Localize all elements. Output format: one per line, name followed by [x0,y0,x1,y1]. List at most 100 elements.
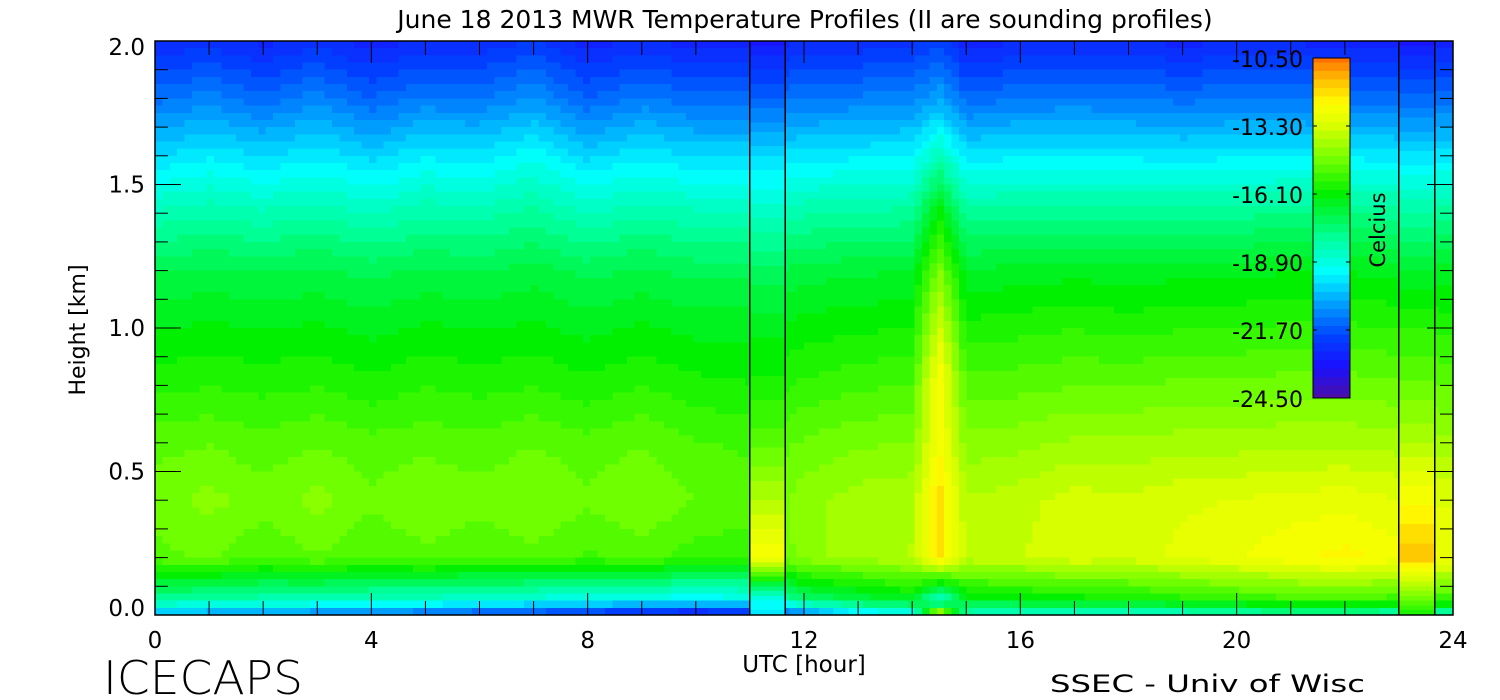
heatmap-cell [486,62,495,71]
heatmap-cell [427,105,436,114]
heatmap-cell [899,84,908,92]
heatmap-cell [1106,48,1115,56]
heatmap-cell [177,84,186,92]
heatmap-cell [877,141,886,150]
heatmap-cell [1438,191,1447,200]
heatmap-cell [228,163,237,171]
heatmap-cell [169,148,178,157]
heatmap-cell [1253,84,1262,92]
heatmap-cell [1069,148,1078,157]
heatmap-cell [781,91,790,99]
heatmap-cell [1165,213,1174,221]
heatmap-cell [627,206,635,214]
heatmap-cell [324,98,333,107]
heatmap-cell [789,155,798,164]
heatmap-cell [892,170,901,178]
heatmap-cell [1025,163,1034,171]
heatmap-cell [420,213,429,221]
heatmap-cell [870,127,879,135]
heatmap-cell [863,163,871,171]
heatmap-cell [1040,141,1048,150]
heatmap-cell [575,84,584,92]
heatmap-cell [634,69,643,78]
heatmap-cell [405,91,414,99]
heatmap-cell [383,241,392,250]
heatmap-cell [922,84,930,92]
heatmap-cell [273,234,281,243]
heatmap-cell [1032,48,1041,56]
heatmap-cell [1003,163,1012,171]
heatmap-cell [870,177,879,186]
heatmap-cell [1172,184,1181,193]
heatmap-cell [855,184,864,193]
heatmap-cell [368,220,377,229]
heatmap-cell [413,48,422,56]
heatmap-cell [958,213,967,221]
heatmap-cell [354,198,363,207]
heatmap-cell [1202,213,1211,221]
heatmap-cell [405,206,414,214]
heatmap-cell [413,184,422,193]
heatmap-cell [619,155,628,164]
heatmap-cell [339,98,348,107]
heatmap-cell [1357,112,1366,121]
heatmap-cell [1438,198,1447,207]
heatmap-cell [840,112,849,121]
heatmap-cell [1187,105,1196,114]
heatmap-cell [1246,91,1255,99]
heatmap-cell [693,119,702,128]
heatmap-cell [671,191,680,200]
heatmap-cell [1076,177,1085,186]
heatmap-cell [811,163,820,171]
heatmap-cell [1239,213,1248,221]
heatmap-cell [1394,119,1402,128]
heatmap-cell [649,84,658,92]
heatmap-cell [840,184,849,193]
heatmap-cell [582,191,591,200]
heatmap-cell [1076,213,1085,221]
heatmap-cell [1025,76,1034,85]
heatmap-cell [929,220,938,229]
heatmap-cell [376,148,385,157]
heatmap-cell [531,112,540,121]
heatmap-cell [1386,55,1395,64]
heatmap-cell [929,170,938,178]
heatmap-cell [1032,177,1041,186]
heatmap-cell [413,170,422,178]
heatmap-cell [1054,206,1063,214]
heatmap-cell [619,198,628,207]
heatmap-cell [427,241,436,250]
heatmap-cell [870,148,879,157]
heatmap-cell [892,163,901,171]
heatmap-cell [656,220,665,229]
heatmap-cell [1017,141,1026,150]
heatmap-cell [1010,98,1019,107]
heatmap-cell [302,48,311,56]
heatmap-cell [1276,119,1284,128]
heatmap-cell [855,163,864,171]
heatmap-cell [818,227,827,236]
heatmap-cell [1209,198,1218,207]
heatmap-cell [929,234,938,243]
heatmap-cell [177,127,186,135]
heatmap-cell [1076,55,1085,64]
heatmap-cell [855,76,864,85]
heatmap-cell [309,148,318,157]
heatmap-cell [1290,119,1299,128]
heatmap-cell [1017,213,1026,221]
heatmap-cell [1364,191,1373,200]
heatmap-cell [885,170,894,178]
heatmap-cell [155,119,163,128]
heatmap-cell [781,155,790,164]
heatmap-cell [899,148,908,157]
heatmap-cell [966,41,975,49]
heatmap-cell [582,62,591,71]
heatmap-cell [656,170,665,178]
heatmap-cell [287,191,296,200]
heatmap-cell [627,184,635,193]
heatmap-cell [1158,234,1166,243]
heatmap-cell [206,48,215,56]
heatmap-cell [420,206,429,214]
heatmap-cell [1335,48,1343,56]
heatmap-cell [1276,234,1284,243]
